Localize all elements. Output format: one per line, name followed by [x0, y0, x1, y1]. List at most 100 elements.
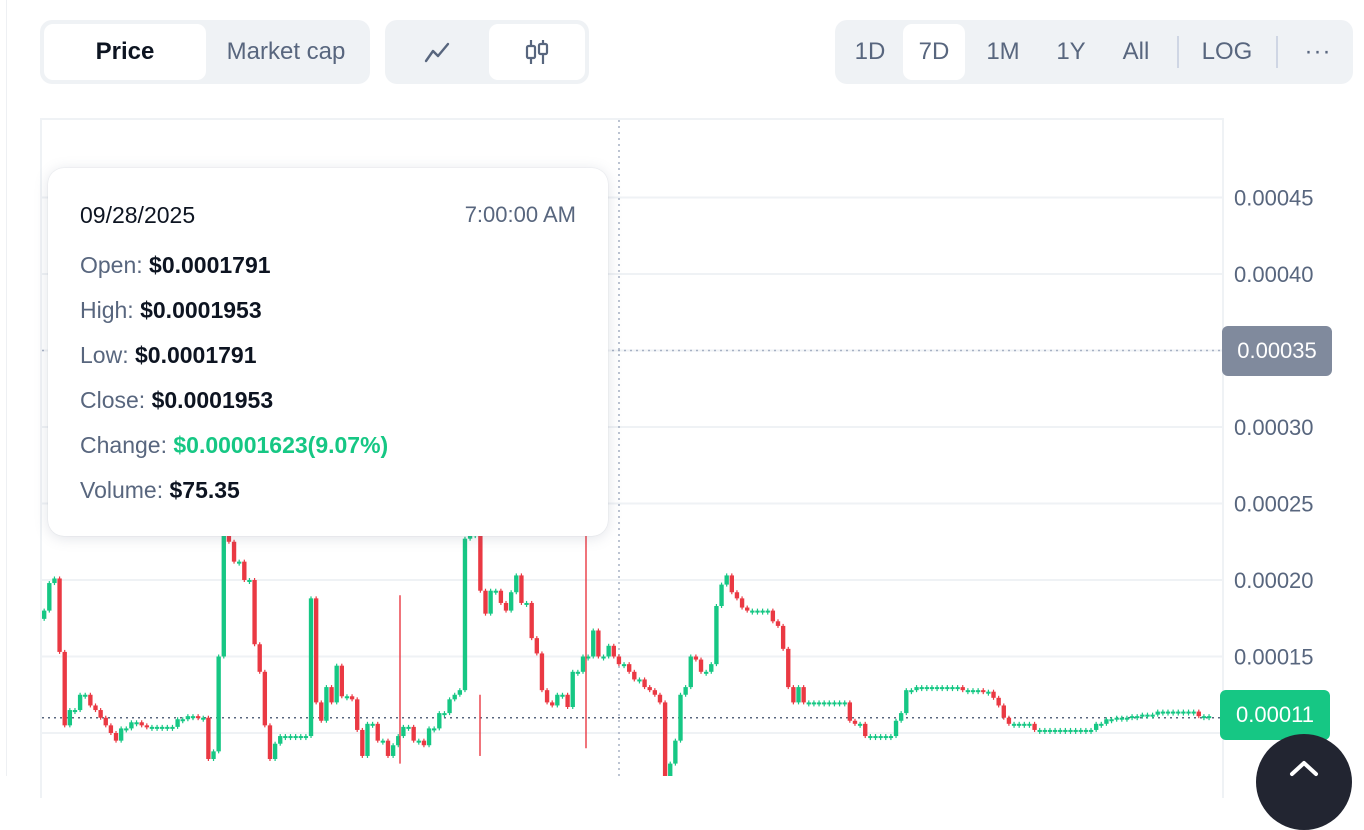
candle [319, 702, 324, 721]
candle [1119, 717, 1124, 720]
candle [1047, 729, 1053, 732]
range-1m-button[interactable]: 1M [986, 38, 1020, 65]
candle [662, 702, 668, 776]
candle [673, 740, 678, 764]
candle [1114, 717, 1119, 720]
candle [303, 736, 309, 739]
candle [1181, 711, 1186, 714]
candle [611, 645, 616, 657]
high-label: High: [80, 297, 134, 323]
candle [703, 671, 709, 674]
candle [252, 580, 257, 645]
scroll-top-button[interactable] [1256, 734, 1352, 830]
candle [298, 736, 303, 739]
candle [970, 690, 976, 693]
more-options-button[interactable]: ··· [1304, 38, 1332, 65]
candle [283, 736, 288, 739]
candle [1140, 714, 1145, 717]
candle [93, 705, 98, 711]
candle [216, 656, 221, 752]
candle [160, 726, 165, 729]
range-7d-button[interactable]: 7D [903, 24, 965, 80]
tab-market-cap[interactable]: Market cap [226, 38, 346, 65]
candle [1083, 729, 1089, 732]
candle [693, 656, 699, 660]
candle [842, 702, 847, 705]
candle [134, 722, 139, 725]
candle [729, 575, 734, 593]
candle [396, 736, 401, 746]
candle [524, 602, 529, 605]
candle [1201, 716, 1207, 719]
candle [621, 664, 627, 667]
candle [539, 653, 545, 691]
candle [293, 736, 298, 739]
candle [857, 723, 863, 726]
candle [1042, 729, 1048, 732]
candle [390, 745, 396, 756]
candle [421, 740, 427, 746]
candle [1191, 711, 1196, 714]
candle [190, 716, 196, 719]
candle [72, 710, 78, 713]
candle [488, 590, 493, 614]
high-value: $0.0001953 [140, 297, 262, 323]
volume-label: Volume: [80, 477, 164, 503]
candle [760, 610, 765, 613]
candle [262, 671, 268, 726]
candle [827, 702, 832, 705]
candle [745, 607, 750, 611]
chart-plot-area[interactable] [40, 118, 1224, 798]
candle [529, 602, 534, 639]
tab-price[interactable]: Price [44, 24, 206, 80]
candle [950, 687, 955, 690]
candle [221, 534, 226, 657]
candlestick-chart-button[interactable] [489, 24, 585, 80]
candle [467, 534, 473, 539]
range-1y-button[interactable]: 1Y [1056, 38, 1086, 65]
range-all-button[interactable]: All [1122, 38, 1150, 65]
log-scale-button[interactable]: LOG [1201, 38, 1253, 65]
candle [370, 723, 375, 726]
candle [1058, 729, 1063, 732]
tooltip-date: 09/28/2025 [80, 202, 196, 228]
candle [170, 726, 175, 729]
candle [1196, 711, 1201, 717]
line-chart-button[interactable] [389, 24, 485, 80]
candle [113, 733, 119, 741]
candle [1022, 723, 1027, 726]
y-tick-label: 0.00020 [1234, 568, 1314, 593]
candle [1093, 723, 1099, 730]
candle [201, 717, 206, 720]
candle [750, 610, 755, 613]
candle [447, 699, 452, 714]
candle [652, 690, 658, 695]
candle [1078, 729, 1083, 732]
range-1d-button[interactable]: 1D [854, 38, 886, 65]
candle [919, 687, 924, 690]
candle [560, 694, 565, 697]
candle [637, 679, 642, 682]
range-divider [1177, 36, 1179, 68]
candle [360, 729, 365, 756]
candle [1099, 723, 1104, 726]
candle [765, 610, 770, 613]
candle [139, 722, 144, 726]
candle [904, 690, 909, 714]
candle [1170, 711, 1176, 714]
change-value: $0.00001623(9.07%) [173, 432, 389, 458]
candle [411, 726, 416, 741]
candle [401, 726, 406, 737]
candle [991, 691, 996, 698]
candle [380, 740, 386, 743]
candle [555, 694, 560, 706]
candle [180, 719, 185, 722]
candle [457, 690, 463, 695]
candle [688, 656, 693, 688]
candle [616, 656, 622, 665]
candle [1104, 719, 1109, 724]
candle [1155, 711, 1160, 715]
candle [601, 656, 606, 659]
candle [657, 694, 663, 703]
candle [519, 575, 524, 603]
